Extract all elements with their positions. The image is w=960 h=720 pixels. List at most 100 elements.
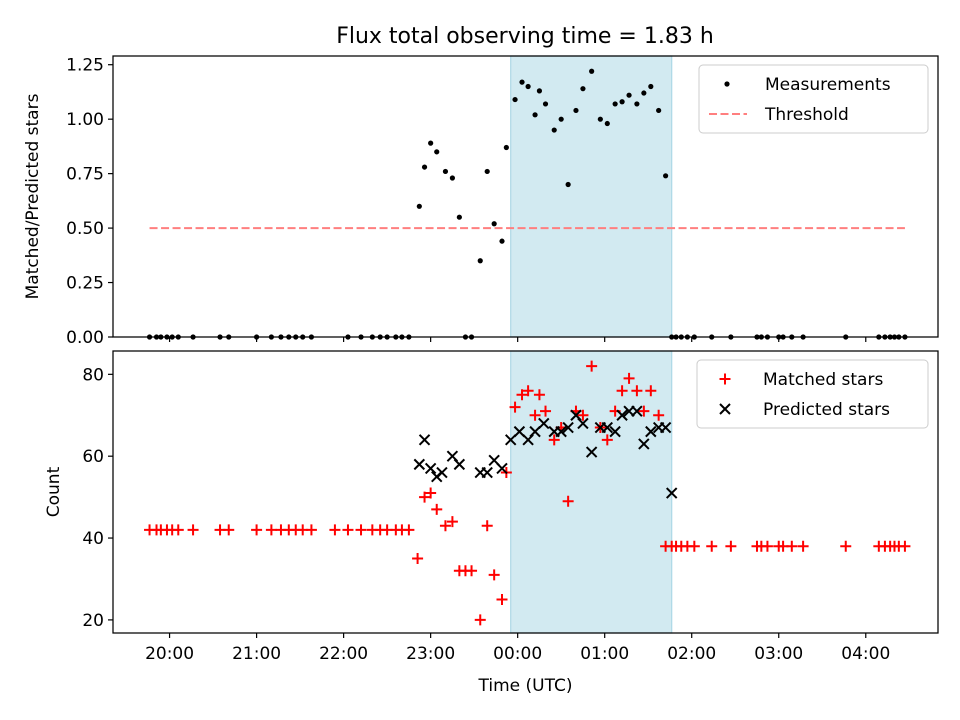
data-point: [329, 524, 341, 536]
legend-label: Measurements: [765, 75, 891, 95]
data-point: [573, 107, 579, 114]
x-tick-label: 20:00: [145, 644, 194, 664]
data-point: [551, 127, 557, 133]
data-point: [512, 96, 518, 103]
y-tick-label: 40: [82, 529, 104, 549]
data-point: [484, 168, 490, 175]
data-point: [558, 116, 564, 122]
data-point: [529, 425, 541, 438]
data-point: [446, 516, 458, 528]
data-point: [416, 203, 422, 209]
data-point: [601, 421, 614, 434]
data-point: [403, 524, 415, 536]
data-point: [513, 425, 526, 438]
y-tick-label: 0.50: [66, 219, 104, 239]
data-point: [542, 101, 549, 107]
data-point: [623, 372, 635, 384]
data-point: [172, 524, 184, 536]
data-point: [601, 434, 613, 446]
data-point: [424, 462, 437, 475]
data-point: [797, 540, 809, 552]
series-matched-stars: [144, 360, 911, 626]
data-point: [645, 385, 657, 397]
data-point: [631, 405, 643, 417]
data-point: [436, 466, 448, 479]
bottom-panel-counts: 20 40 60 80 20:00 21:00 22:00 23:00 00:00 01:00 02…: [44, 350, 939, 696]
data-point: [631, 385, 643, 397]
data-point: [419, 491, 431, 503]
data-point: [619, 99, 625, 105]
data-point: [656, 107, 662, 114]
data-point: [585, 446, 598, 458]
data-point: [725, 540, 737, 552]
data-point: [453, 458, 466, 471]
data-point: [305, 524, 317, 536]
data-point: [899, 540, 911, 552]
x-tick-label: 04:00: [841, 644, 890, 664]
data-point: [431, 503, 443, 515]
data-point: [648, 83, 654, 90]
data-point: [609, 425, 621, 438]
data-point: [577, 409, 589, 421]
legend-box: [696, 359, 929, 429]
data-point: [355, 524, 367, 536]
data-point: [626, 92, 632, 98]
legend-marker: [719, 373, 731, 385]
data-point: [265, 524, 277, 536]
legend-label: Matched stars: [763, 370, 883, 390]
data-point: [413, 458, 426, 471]
data-point: [496, 462, 508, 475]
y-tick-label: 0.75: [66, 165, 104, 185]
x-tick-label: 00:00: [493, 644, 542, 664]
y-tick-label: 0.25: [66, 274, 104, 294]
data-point: [540, 405, 552, 417]
data-point: [616, 385, 628, 397]
legend-label: Predicted stars: [763, 400, 890, 420]
y-tick-label: 0.00: [66, 328, 104, 348]
data-point: [509, 401, 521, 413]
y-tick-label: 1.25: [66, 56, 104, 76]
data-point: [425, 487, 437, 499]
data-point: [503, 144, 509, 151]
y-tick-label: 20: [82, 611, 104, 631]
data-point: [659, 421, 672, 434]
shaded-observing-span: [510, 55, 673, 338]
data-point: [706, 540, 718, 552]
data-point: [761, 540, 773, 552]
x-tick-label: 02:00: [667, 644, 716, 664]
data-point: [428, 140, 434, 146]
data-point: [597, 116, 603, 122]
data-point: [612, 101, 618, 107]
data-point: [562, 495, 574, 507]
data-point: [442, 168, 449, 175]
x-tick-label: 21:00: [232, 644, 281, 664]
axes-frame: [112, 350, 939, 634]
data-point: [641, 90, 647, 96]
data-point: [538, 417, 550, 430]
legend-marker: [724, 81, 730, 87]
y-tick-label: 80: [82, 365, 104, 385]
data-point: [688, 540, 700, 552]
data-point: [555, 425, 567, 438]
data-point: [577, 417, 589, 430]
legend-label: Threshold: [764, 105, 849, 125]
data-point: [663, 173, 669, 179]
x-tick-label: 03:00: [754, 644, 803, 664]
data-point: [634, 101, 640, 107]
data-point: [421, 164, 428, 170]
axes-frame: [112, 55, 939, 338]
legend: Measurements Threshold: [698, 64, 929, 134]
x-tick-label: 01:00: [580, 644, 629, 664]
data-point: [522, 385, 534, 397]
data-point: [504, 434, 517, 446]
data-point: [586, 360, 598, 372]
y-tick-label: 60: [82, 447, 104, 467]
data-point: [481, 520, 493, 532]
data-point: [638, 405, 650, 417]
data-point: [525, 83, 531, 90]
data-point: [481, 466, 493, 479]
data-point: [418, 434, 431, 446]
data-point: [466, 565, 478, 577]
data-point: [529, 409, 541, 421]
